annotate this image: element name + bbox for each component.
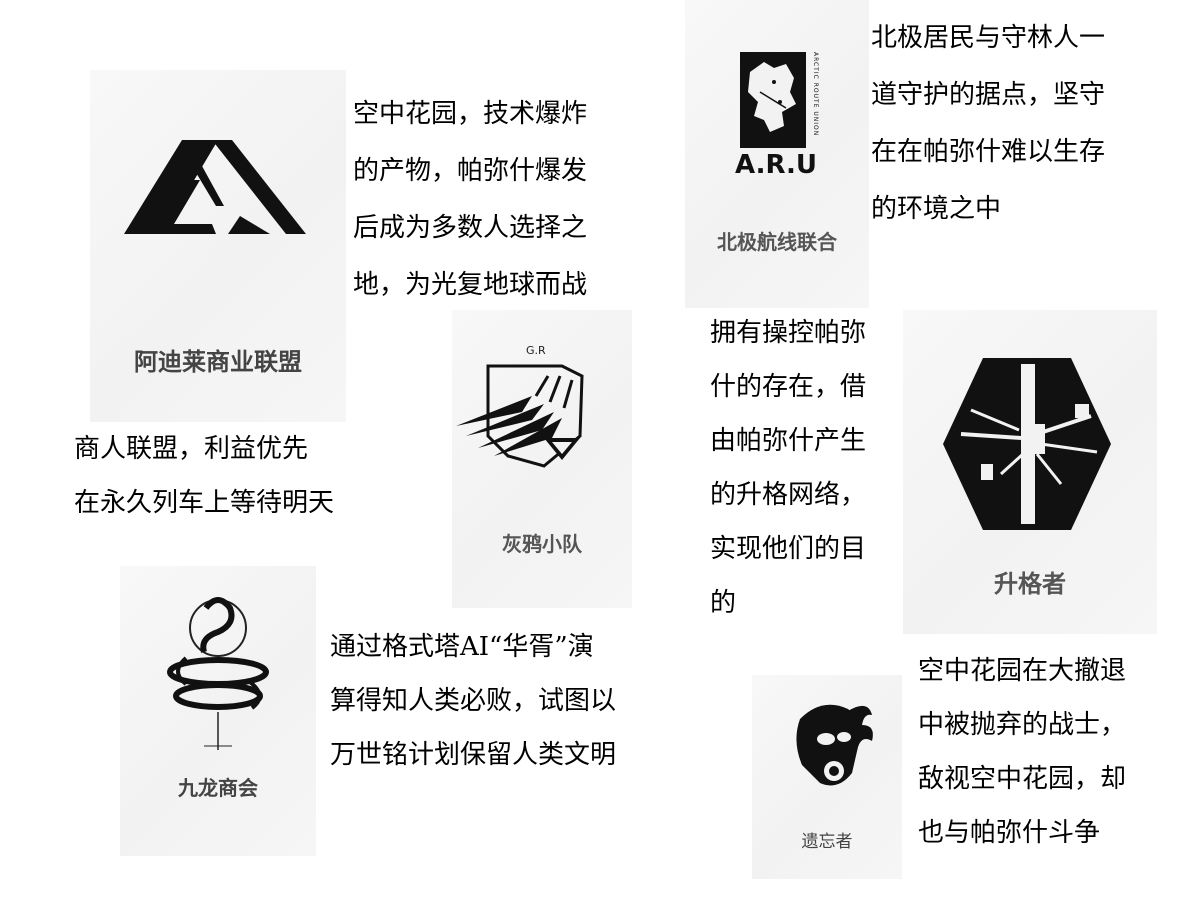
gasmask-flame-emblem-icon [796,704,873,786]
aru-map-emblem-icon [740,52,806,148]
faction-name-ascendant: 升格者 [994,570,1066,598]
faction-description-adilai: 空中花园，技术爆炸 的产物，帕弥什爆发 后成为多数人选择之 地，为光复地球而战 [353,99,588,300]
faction-card-forsaken: 遗忘者 [752,675,902,879]
faction-name-aru: 北极航线联合 [717,230,837,254]
aru-logo-text: A.R.U [735,150,817,180]
aru-vertical-text: ARCTIC ROUTE UNION [812,52,819,137]
faction-description-ascendant: 拥有操控帕弥 什的存在，借 由帕弥什产生 的升格网络， 实现他们的目 的 [710,318,867,618]
faction-description-kowloong: 通过格式塔AI“华胥”演 算得知人类必败，试图以 万世铭计划保留人类文明 [330,632,617,770]
faction-description-forsaken: 空中花园在大撤退 中被抛弃的战士， 敌视空中花园，却 也与帕弥什斗争 [918,656,1127,848]
faction-name-gray-raven: 灰鸦小队 [502,532,582,556]
hexagon-network-emblem-icon [943,358,1111,530]
faction-name-forsaken: 遗忘者 [801,832,853,852]
faction-name-adilai: 阿迪莱商业联盟 [134,348,302,376]
faction-card-gray-raven: G.R 灰鸦小队 [452,310,632,608]
faction-card-aru: ARCTIC ROUTE UNION A.R.U 北极航线联合 [685,0,869,308]
faction-description-merchant: 商人联盟，利益优先 在永久列车上等待明天 [74,434,335,518]
faction-name-kowloong: 九龙商会 [178,776,258,800]
gr-logo-text: G.R [526,344,546,357]
faction-card-kowloong: 九龙商会 [120,566,316,856]
faction-description-aru: 北极居民与守林人一 道守护的据点，坚守 在在帕弥什难以生存 的环境之中 [871,23,1106,224]
double-triangle-emblem-icon [124,140,306,234]
faction-card-ascendant: 升格者 [903,310,1157,634]
coiled-dragon-emblem-icon [167,597,269,750]
faction-card-adilai: 阿迪莱商业联盟 [90,70,346,422]
raven-wing-shield-emblem-icon [456,364,584,468]
